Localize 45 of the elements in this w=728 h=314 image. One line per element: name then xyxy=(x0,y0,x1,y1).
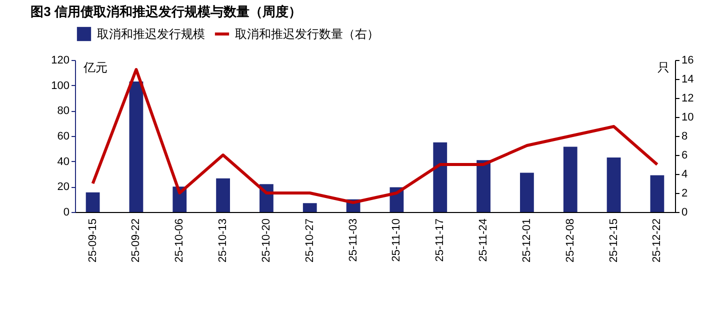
y2-axis-title: 只 xyxy=(658,60,670,74)
y-axis-title: 亿元 xyxy=(82,60,108,74)
bar xyxy=(476,160,490,212)
bar xyxy=(606,158,621,212)
y-tick-label: 60 xyxy=(57,130,70,142)
y2-tick-label: 12 xyxy=(682,92,694,104)
x-tick-label: 25-10-20 xyxy=(260,218,272,263)
x-tick-label: 25-11-17 xyxy=(434,218,446,262)
y-tick-label: 100 xyxy=(51,80,70,92)
x-tick-label: 25-12-15 xyxy=(608,218,620,263)
y-tick-label: 20 xyxy=(57,181,70,194)
y-tick-label: 40 xyxy=(57,156,70,168)
x-tick-label: 25-11-03 xyxy=(347,218,360,262)
y-tick-label: 120 xyxy=(51,54,70,66)
y-tick-label: 80 xyxy=(57,105,70,118)
bar xyxy=(129,82,144,212)
bar xyxy=(216,178,230,212)
x-tick-label: 25-10-13 xyxy=(217,218,230,263)
y2-tick-label: 14 xyxy=(682,74,694,86)
bar xyxy=(520,172,534,212)
y2-tick-label: 10 xyxy=(682,112,694,124)
y2-tick-label: 6 xyxy=(682,150,688,162)
x-tick-label: 25-11-24 xyxy=(478,218,490,262)
x-tick-label: 25-10-06 xyxy=(174,218,186,263)
x-tick-label: 25-12-08 xyxy=(564,218,576,263)
x-tick-label: 25-12-01 xyxy=(520,218,533,263)
y2-tick-label: 0 xyxy=(682,206,688,218)
x-tick-label: 25-12-22 xyxy=(651,218,664,263)
chart-title: 图3 信用债取消和推迟发行规模与数量（周度） xyxy=(30,4,302,19)
bar xyxy=(302,203,317,212)
y-tick-label: 0 xyxy=(63,206,70,218)
x-tick-label: 25-10-27 xyxy=(304,218,316,263)
bar xyxy=(563,146,578,212)
legend-label: 取消和推迟发行数量（右） xyxy=(235,27,379,41)
y2-tick-label: 4 xyxy=(682,168,688,180)
y2-tick-label: 8 xyxy=(682,130,688,142)
y2-tick-label: 2 xyxy=(682,188,688,200)
x-tick-label: 25-11-10 xyxy=(390,218,403,262)
x-tick-label: 25-09-15 xyxy=(86,218,99,263)
bar xyxy=(86,192,100,212)
legend-label: 取消和推迟发行规模 xyxy=(97,27,205,41)
y2-tick-label: 16 xyxy=(682,54,694,66)
bar xyxy=(650,175,664,212)
bar xyxy=(433,142,448,212)
x-tick-label: 25-09-22 xyxy=(130,218,142,263)
